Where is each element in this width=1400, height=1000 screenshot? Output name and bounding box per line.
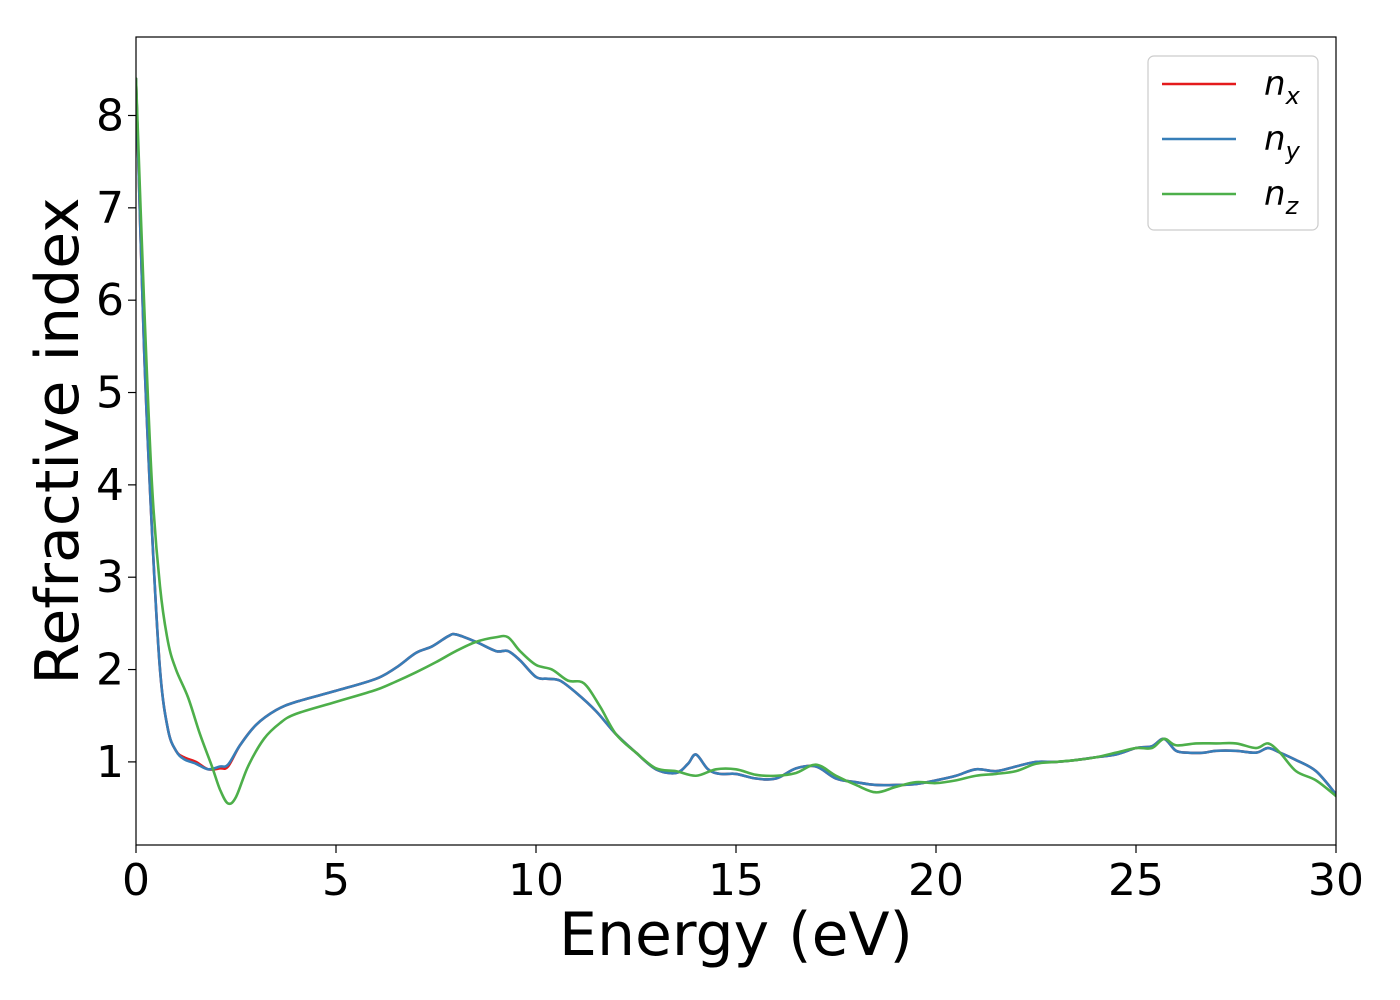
x-axis-title: Energy (eV) [559,900,913,970]
x-tick-label: 0 [122,855,150,906]
plot-background [136,37,1336,845]
y-tick-label: 1 [96,737,124,788]
y-tick-label: 8 [96,90,124,141]
y-tick-label: 5 [96,368,124,419]
y-axis-ticks: 1 2 3 4 5 6 7 8 [96,90,136,788]
y-tick-label: 6 [96,275,124,326]
legend-box [1147,55,1319,231]
y-tick-label: 7 [96,183,124,234]
series-line-y [136,77,1336,796]
legend: nx ny nz [1147,55,1319,231]
y-axis-title: Refractive index [23,197,93,684]
x-tick-label: 10 [508,855,564,906]
legend-label-y: ny [1264,119,1301,165]
x-tick-label: 20 [908,855,964,906]
x-tick-label: 30 [1308,855,1364,906]
series-layer [136,77,1336,806]
x-axis-ticks: 0 5 10 15 20 25 30 [122,845,1364,906]
x-tick-label: 15 [708,855,764,906]
x-tick-label: 5 [322,855,350,906]
y-tick-label: 3 [96,552,124,603]
y-tick-label: 2 [96,645,124,696]
legend-label-x: nx [1264,64,1301,110]
legend-label-z: nz [1264,174,1300,220]
series-line-z [136,77,1336,806]
y-tick-label: 4 [96,460,124,511]
x-tick-label: 25 [1108,855,1164,906]
